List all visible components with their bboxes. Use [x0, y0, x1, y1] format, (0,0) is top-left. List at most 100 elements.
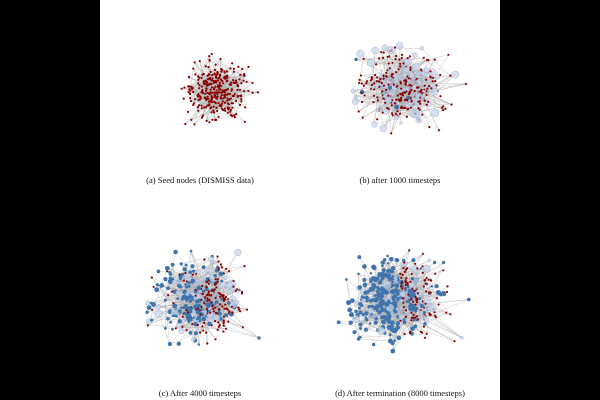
graph-node — [145, 310, 149, 314]
graph-node — [434, 74, 440, 80]
graph-node — [212, 307, 215, 310]
graph-node — [401, 273, 404, 276]
graph-node — [406, 57, 409, 60]
graph-node — [392, 83, 395, 86]
graph-node — [382, 258, 387, 262]
graph-node — [229, 114, 232, 117]
graph-node — [233, 93, 236, 96]
graph-node — [200, 107, 203, 110]
graph-node — [216, 79, 220, 82]
graph-node — [197, 109, 200, 112]
graph-node — [399, 291, 406, 298]
graph-node — [414, 109, 423, 118]
graph-node — [191, 337, 196, 342]
graph-node — [227, 320, 230, 323]
graph-node — [245, 308, 249, 311]
graph-node — [442, 292, 446, 297]
graph-node — [381, 264, 384, 268]
graph-node — [223, 313, 229, 318]
graph-node — [214, 85, 217, 88]
graph-node — [414, 79, 422, 86]
graph-node — [172, 303, 178, 309]
graph-node — [412, 52, 418, 58]
graph-node — [219, 96, 222, 99]
graph-node — [166, 286, 170, 291]
graph-node — [238, 288, 241, 292]
graph-node — [362, 264, 367, 269]
graph-node — [192, 67, 195, 70]
graph-node — [188, 317, 193, 322]
graph-node — [226, 92, 230, 95]
graph-node — [387, 83, 390, 86]
graph-node — [422, 310, 426, 315]
graph-node — [156, 304, 162, 310]
graph-node — [213, 68, 216, 71]
graph-node — [386, 77, 395, 86]
graph-node — [213, 283, 217, 286]
graph-node — [384, 301, 390, 307]
graph-node — [209, 311, 212, 314]
graph-node — [399, 92, 402, 96]
graph-node — [202, 329, 205, 332]
graph-node — [378, 57, 381, 60]
graph-node — [207, 65, 210, 69]
graph-node — [382, 94, 388, 99]
graph-node — [189, 99, 193, 103]
graph-node — [437, 129, 440, 132]
graph-node — [210, 111, 213, 114]
graph-node — [167, 341, 173, 347]
graph-node — [206, 74, 209, 77]
graph-node — [369, 279, 373, 284]
graph-node — [415, 86, 419, 89]
graph-node — [224, 77, 227, 80]
graph-node — [459, 335, 464, 340]
graph-node — [226, 99, 229, 102]
graph-node — [235, 81, 238, 84]
graph-node — [208, 294, 211, 297]
graph-node — [238, 88, 242, 91]
graph-node — [377, 287, 381, 292]
graph-node — [236, 88, 239, 91]
graph-node — [345, 278, 348, 281]
graph-node — [163, 298, 167, 302]
graph-node — [421, 113, 424, 116]
graph-node — [386, 107, 389, 110]
panel-c: (c) After 4000 timesteps — [100, 200, 300, 400]
graph-node — [396, 42, 404, 50]
graph-node — [421, 252, 424, 255]
graph-node — [420, 68, 423, 71]
graph-node — [185, 309, 188, 312]
graph-node — [201, 284, 204, 288]
graph-node — [407, 107, 410, 110]
graph-node — [422, 325, 425, 328]
graph-node — [214, 268, 219, 273]
graph-node — [422, 264, 431, 273]
graph-node — [167, 309, 173, 315]
graph-node — [386, 254, 389, 258]
graph-node — [178, 327, 185, 335]
graph-node — [414, 262, 417, 265]
graph-node — [413, 324, 418, 329]
graph-node — [404, 98, 407, 102]
graph-node — [356, 337, 361, 341]
graph-node — [402, 72, 408, 78]
graph-node — [214, 319, 217, 323]
graph-node — [441, 106, 444, 109]
graph-node — [410, 88, 413, 92]
graph-node — [397, 68, 400, 71]
graph-node — [380, 275, 385, 280]
graph-node — [214, 278, 217, 281]
graph-node — [213, 87, 216, 90]
graph-node — [403, 332, 406, 336]
graph-node — [395, 325, 401, 330]
graph-node — [381, 268, 386, 273]
graph-node — [208, 55, 211, 58]
graph-node — [176, 341, 181, 346]
graph-node — [411, 258, 416, 263]
graph-node — [403, 91, 406, 94]
graph-node — [405, 115, 408, 118]
graph-node — [204, 267, 212, 276]
graph-node — [224, 327, 228, 330]
graph-node — [240, 95, 243, 98]
graph-node — [174, 327, 177, 330]
